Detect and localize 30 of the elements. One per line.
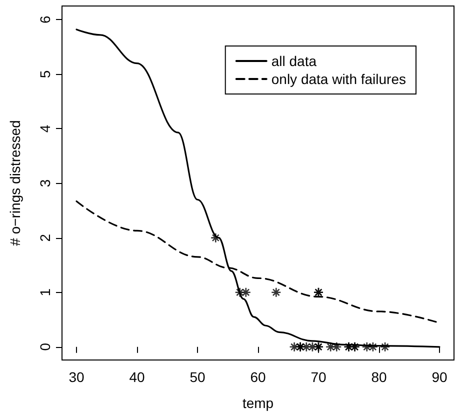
x-tick-label: 70 — [310, 369, 326, 385]
x-tick-label: 50 — [190, 369, 206, 385]
point — [331, 342, 342, 352]
y-tick-label: 4 — [37, 124, 53, 133]
x-tick-label: 60 — [250, 369, 266, 385]
point — [380, 342, 390, 352]
point — [234, 287, 245, 298]
point — [210, 232, 221, 243]
legend-label: all data — [271, 53, 317, 69]
x-axis-title: temp — [242, 395, 274, 411]
point — [301, 342, 312, 352]
y-tick-label: 6 — [37, 16, 53, 24]
point — [368, 342, 378, 352]
y-tick-label: 3 — [37, 179, 53, 188]
y-tick-label: 1 — [37, 288, 53, 296]
y-axis-title: # o−rings distressed — [7, 120, 23, 246]
point — [289, 342, 300, 352]
x-tick-label: 90 — [432, 369, 448, 385]
x-tick-label: 30 — [68, 369, 85, 385]
point — [271, 287, 282, 298]
point — [307, 342, 318, 352]
y-tick-label: 2 — [37, 234, 53, 242]
point — [240, 287, 252, 298]
legend-label: only data with failures — [271, 71, 406, 87]
y-tick-label: 5 — [37, 70, 53, 78]
point — [325, 342, 336, 352]
y-tick-label: 0 — [37, 342, 53, 351]
x-tick-label: 40 — [129, 369, 146, 385]
x-tick-label: 80 — [371, 369, 387, 385]
point — [362, 342, 372, 352]
